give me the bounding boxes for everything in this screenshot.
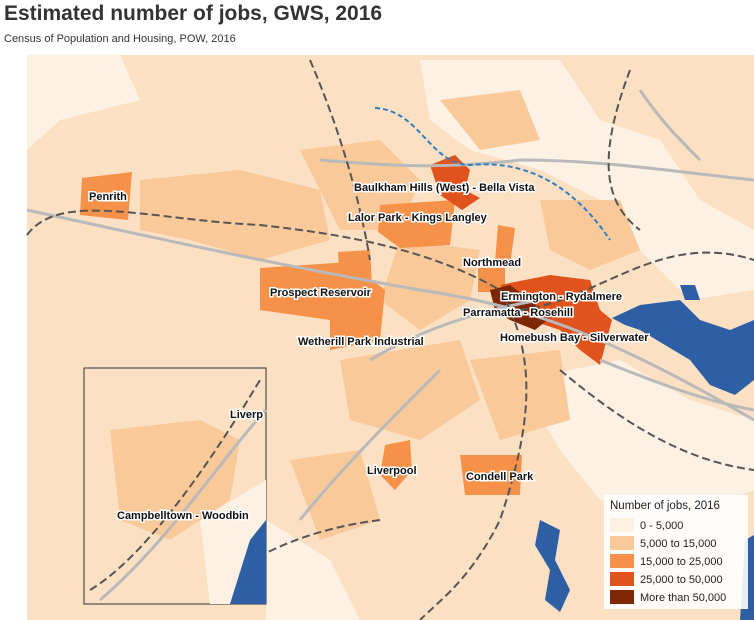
place-label: Condell Park	[466, 471, 534, 483]
place-labels: Penrith Baulkham Hills (West) - Bella Vi…	[88, 181, 651, 524]
railway	[309, 59, 371, 261]
place-label: Homebush Bay - Silverwater	[500, 332, 649, 344]
road	[26, 208, 754, 422]
region	[500, 275, 612, 365]
region	[470, 350, 570, 440]
legend-swatch	[610, 518, 634, 532]
place-label: Parramatta - Rosehill	[463, 307, 573, 319]
railway	[26, 209, 501, 291]
region	[340, 340, 480, 440]
river	[535, 520, 570, 612]
railway	[559, 369, 754, 471]
railway	[607, 69, 641, 231]
place-label: Lalor Park - Kings Langley	[348, 212, 488, 224]
place-label: Northmead	[463, 257, 521, 269]
region	[440, 90, 540, 150]
road	[599, 358, 754, 412]
region	[495, 225, 515, 265]
regions	[27, 55, 754, 620]
region	[460, 455, 522, 495]
legend-swatch	[610, 572, 634, 586]
region	[290, 450, 380, 540]
railway	[419, 289, 528, 620]
road	[638, 89, 702, 162]
railway	[519, 251, 754, 311]
road	[319, 158, 754, 182]
region	[478, 268, 505, 292]
region	[27, 55, 140, 150]
railways	[26, 59, 754, 620]
legend-swatch	[610, 554, 634, 568]
railway	[199, 519, 381, 601]
place-label: Prospect Reservoir	[270, 287, 372, 299]
region	[430, 155, 480, 210]
legend-label: 5,000 to 15,000	[640, 538, 716, 550]
region	[540, 200, 640, 270]
inset	[83, 367, 268, 605]
legend-label: 0 - 5,000	[640, 520, 683, 532]
place-label: Baulkham Hills (West) - Bella Vista	[354, 182, 535, 194]
map: Penrith Baulkham Hills (West) - Bella Vi…	[26, 55, 754, 620]
legend-label: More than 50,000	[640, 592, 726, 604]
legend-label: 15,000 to 25,000	[640, 556, 723, 568]
road	[99, 408, 268, 602]
legend-swatch	[610, 590, 634, 604]
subtitle: Census of Population and Housing, POW, 2…	[4, 33, 236, 45]
place-label: Penrith	[89, 191, 127, 203]
road	[369, 298, 541, 362]
title: Estimated number of jobs, GWS, 2016	[4, 2, 382, 25]
legend-label: 25,000 to 50,000	[640, 574, 723, 586]
railway	[89, 379, 261, 591]
legend: Number of jobs, 2016 0 - 5,000 5,000 to 1…	[604, 495, 748, 609]
roads	[26, 89, 754, 521]
region	[110, 420, 240, 540]
region	[520, 360, 754, 520]
place-label: Campbelltown - Woodbin	[117, 510, 249, 522]
river	[680, 285, 700, 300]
region	[380, 440, 412, 490]
place-label: Wetherill Park Industrial	[298, 336, 424, 348]
road	[298, 368, 442, 521]
place-label: Liverpool	[367, 465, 417, 477]
region	[378, 200, 455, 248]
place-label: Ermington - Rydalmere	[501, 291, 622, 303]
region	[140, 170, 330, 260]
region	[490, 285, 550, 330]
boundary	[374, 107, 611, 241]
river	[612, 300, 754, 395]
region	[80, 172, 132, 220]
region	[380, 240, 480, 330]
legend-swatch	[610, 536, 634, 550]
region	[266, 520, 360, 620]
river	[230, 520, 266, 604]
place-label: Liverp	[230, 409, 263, 421]
legend-title: Number of jobs, 2016	[610, 500, 720, 512]
